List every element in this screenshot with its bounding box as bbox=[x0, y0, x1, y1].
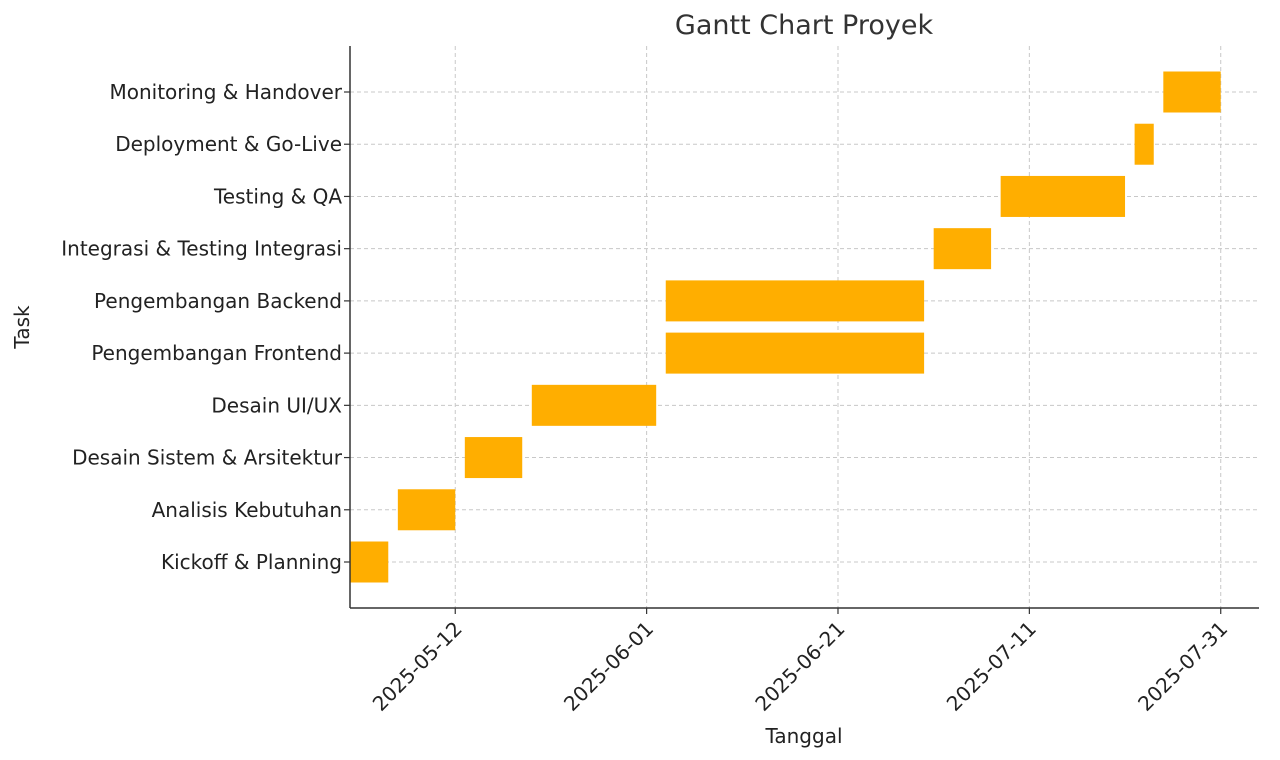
x-tick-layer: 2025-05-12 2025-06-01 2025-06-21 2025-07-11… bbox=[368, 608, 1232, 716]
y-tick-label: Integrasi & Testing Integrasi bbox=[61, 237, 342, 261]
gantt-bar bbox=[933, 228, 992, 270]
gantt-bar bbox=[1163, 71, 1221, 113]
y-tick-label: Desain Sistem & Arsitektur bbox=[72, 446, 343, 470]
x-tick-label: 2025-07-11 bbox=[942, 617, 1041, 716]
y-tick-label: Pengembangan Frontend bbox=[91, 341, 342, 365]
grid-layer bbox=[350, 46, 1259, 608]
gantt-bar bbox=[350, 541, 389, 583]
y-tick-label: Desain UI/UX bbox=[211, 393, 342, 417]
y-tick-label: Analisis Kebutuhan bbox=[152, 498, 342, 522]
x-tick-label: 2025-07-31 bbox=[1133, 617, 1232, 716]
y-axis-label: Task bbox=[10, 305, 34, 350]
x-tick-label: 2025-05-12 bbox=[368, 617, 467, 716]
gantt-bar bbox=[464, 437, 523, 479]
gantt-bar bbox=[665, 280, 925, 322]
y-tick-label: Monitoring & Handover bbox=[109, 80, 342, 104]
gantt-bar bbox=[1000, 175, 1126, 217]
x-tick-label: 2025-06-21 bbox=[750, 617, 849, 716]
y-tick-label: Kickoff & Planning bbox=[161, 550, 342, 574]
gantt-bar bbox=[665, 332, 925, 374]
x-axis-label: Tanggal bbox=[764, 724, 842, 748]
gantt-bar bbox=[531, 384, 657, 426]
y-tick-layer: Kickoff & Planning Analisis Kebutuhan Desa… bbox=[61, 80, 350, 574]
x-tick-label: 2025-06-01 bbox=[559, 617, 658, 716]
y-tick-label: Deployment & Go-Live bbox=[115, 132, 342, 156]
gantt-bar bbox=[397, 489, 456, 531]
y-tick-label: Testing & QA bbox=[213, 184, 342, 208]
chart-title: Gantt Chart Proyek bbox=[675, 10, 934, 41]
gantt-bar bbox=[1134, 123, 1154, 165]
axes-layer bbox=[349, 46, 1259, 609]
bars-layer bbox=[350, 71, 1221, 583]
y-tick-label: Pengembangan Backend bbox=[94, 289, 342, 313]
